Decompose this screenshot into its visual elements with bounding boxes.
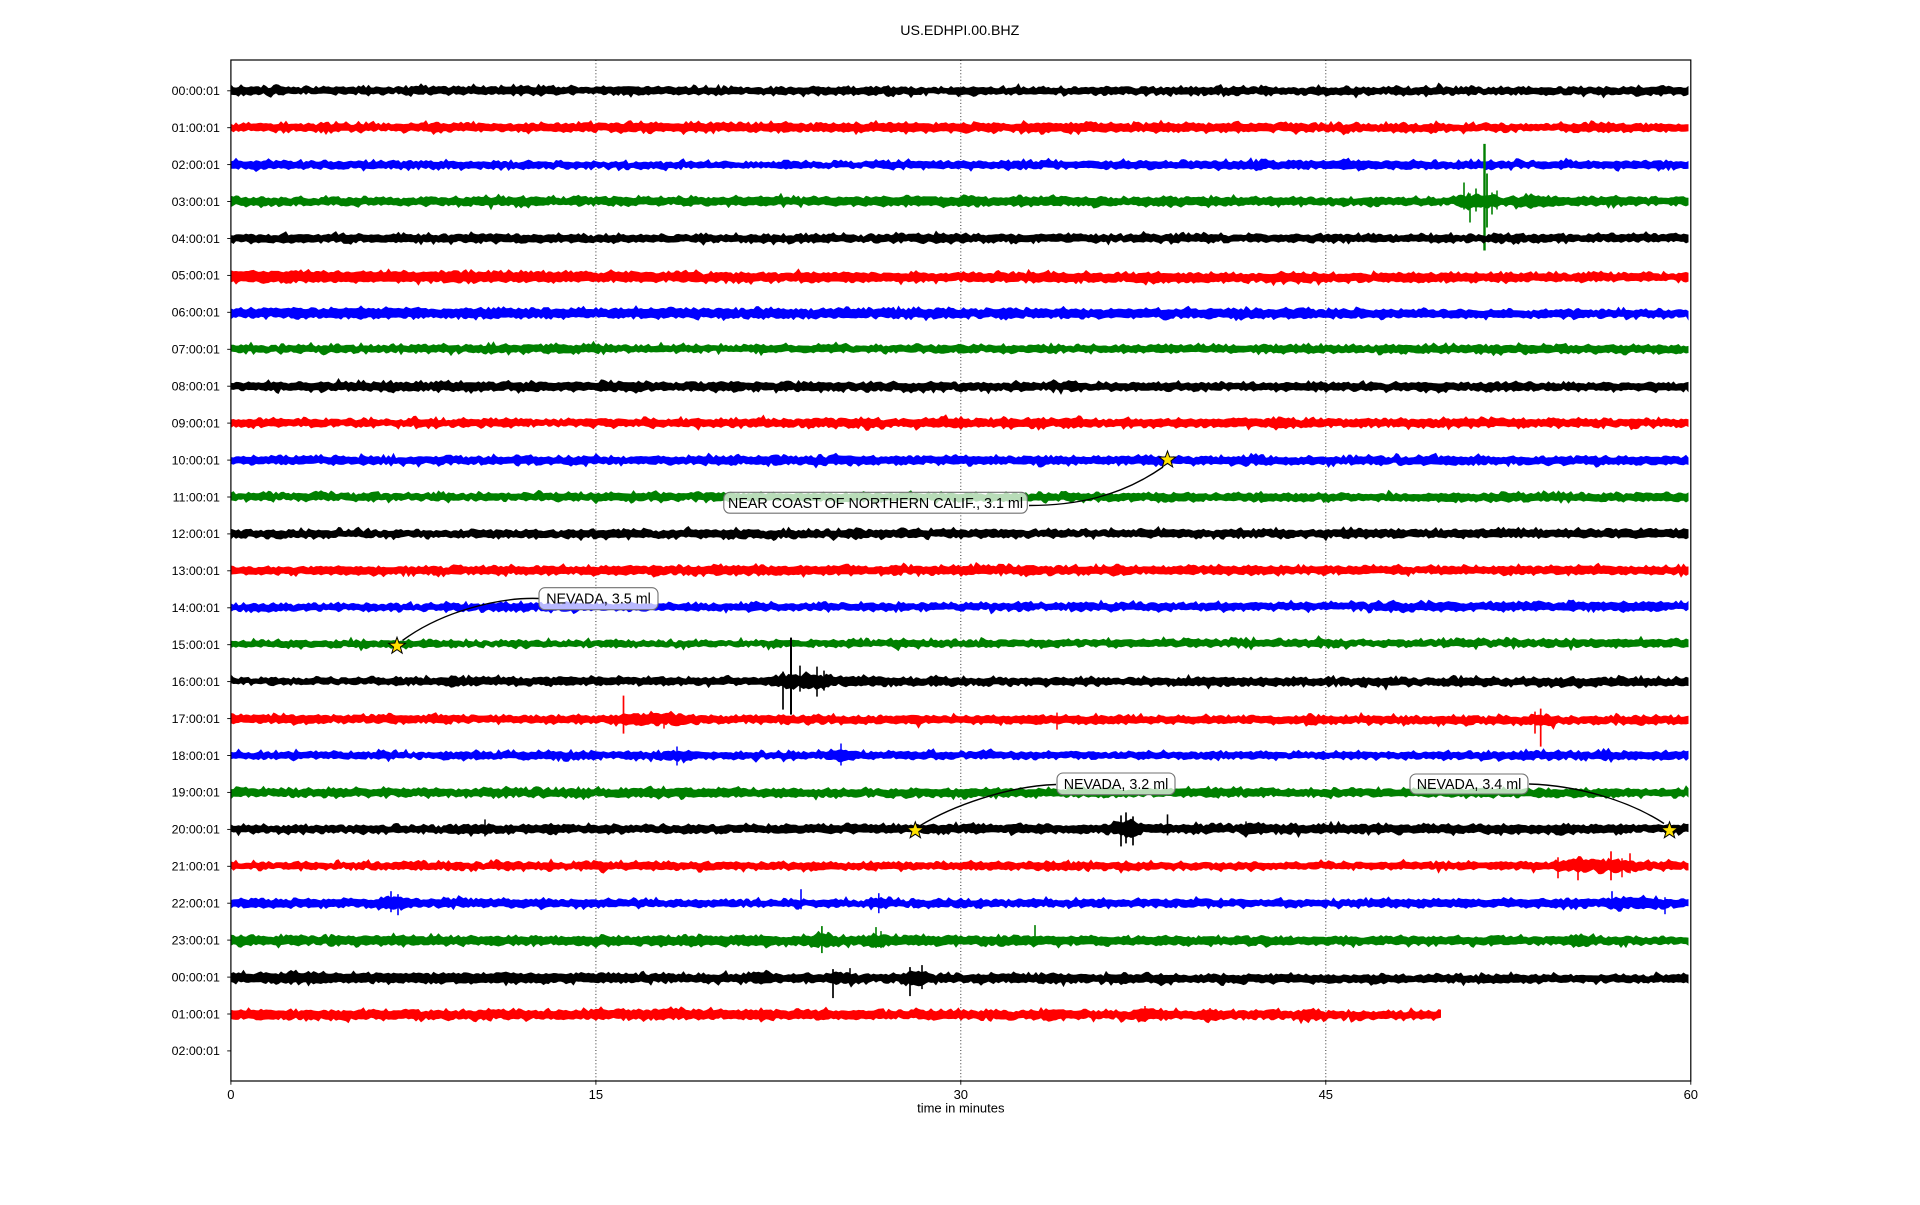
svg-text:21:00:01: 21:00:01 xyxy=(172,860,220,874)
svg-text:07:00:01: 07:00:01 xyxy=(172,343,220,357)
svg-text:US.EDHPI.00.BHZ: US.EDHPI.00.BHZ xyxy=(900,23,1019,39)
svg-text:09:00:01: 09:00:01 xyxy=(172,416,220,430)
svg-text:18:00:01: 18:00:01 xyxy=(172,749,220,763)
svg-text:NEVADA, 3.2 ml: NEVADA, 3.2 ml xyxy=(1064,777,1169,793)
svg-text:00:00:01: 00:00:01 xyxy=(172,84,220,98)
svg-text:01:00:01: 01:00:01 xyxy=(172,121,220,135)
svg-text:time in minutes: time in minutes xyxy=(917,1101,1005,1116)
svg-text:02:00:01: 02:00:01 xyxy=(172,158,220,172)
svg-text:NEVADA, 3.4 ml: NEVADA, 3.4 ml xyxy=(1417,777,1522,793)
svg-text:14:00:01: 14:00:01 xyxy=(172,601,220,615)
svg-text:NEVADA, 3.5 ml: NEVADA, 3.5 ml xyxy=(546,592,651,608)
svg-text:10:00:01: 10:00:01 xyxy=(172,453,220,467)
svg-text:08:00:01: 08:00:01 xyxy=(172,380,220,394)
svg-text:13:00:01: 13:00:01 xyxy=(172,564,220,578)
svg-text:00:00:01: 00:00:01 xyxy=(172,970,220,984)
svg-text:15:00:01: 15:00:01 xyxy=(172,638,220,652)
svg-text:22:00:01: 22:00:01 xyxy=(172,897,220,911)
svg-text:17:00:01: 17:00:01 xyxy=(172,712,220,726)
svg-text:15: 15 xyxy=(589,1087,603,1102)
svg-text:45: 45 xyxy=(1319,1087,1333,1102)
svg-text:60: 60 xyxy=(1684,1087,1698,1102)
svg-text:16:00:01: 16:00:01 xyxy=(172,675,220,689)
svg-text:04:00:01: 04:00:01 xyxy=(172,232,220,246)
svg-text:0: 0 xyxy=(227,1087,234,1102)
svg-text:30: 30 xyxy=(954,1087,968,1102)
svg-text:11:00:01: 11:00:01 xyxy=(173,490,220,504)
svg-text:20:00:01: 20:00:01 xyxy=(172,823,220,837)
svg-text:06:00:01: 06:00:01 xyxy=(172,306,220,320)
svg-text:03:00:01: 03:00:01 xyxy=(172,195,220,209)
svg-text:01:00:01: 01:00:01 xyxy=(172,1007,220,1021)
svg-text:19:00:01: 19:00:01 xyxy=(172,786,220,800)
svg-text:23:00:01: 23:00:01 xyxy=(172,933,220,947)
svg-text:05:00:01: 05:00:01 xyxy=(172,269,220,283)
svg-text:12:00:01: 12:00:01 xyxy=(172,527,220,541)
svg-text:02:00:01: 02:00:01 xyxy=(172,1044,220,1058)
svg-text:NEAR COAST OF NORTHERN CALIF.,: NEAR COAST OF NORTHERN CALIF., 3.1 ml xyxy=(728,496,1023,512)
